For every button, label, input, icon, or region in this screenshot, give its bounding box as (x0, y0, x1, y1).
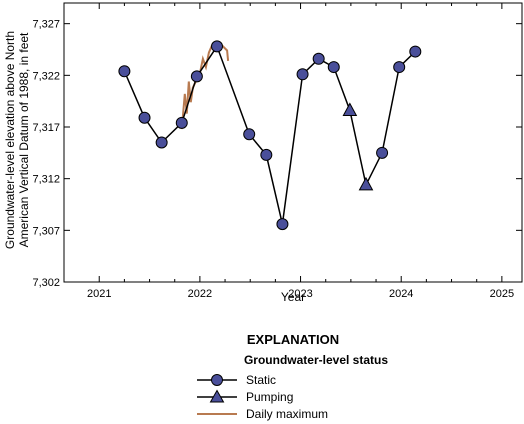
legend-title: EXPLANATION (247, 332, 339, 347)
legend-item-static: Static (197, 373, 276, 387)
static-marker (243, 128, 256, 141)
plot-frame (63, 2, 523, 283)
legend-label-daily-maximum: Daily maximum (246, 407, 328, 421)
groundwater-level-line (123, 44, 416, 225)
static-marker (175, 116, 188, 129)
static-marker (118, 65, 131, 78)
x-tick-label: 2022 (188, 288, 212, 300)
static-marker (327, 61, 340, 74)
static-marker (312, 52, 325, 65)
y-tick-label: 7,322 (32, 70, 60, 82)
x-tick-label: 2021 (87, 288, 111, 300)
static-marker (276, 218, 289, 231)
static-marker (296, 68, 309, 81)
legend-subtitle: Groundwater-level status (244, 353, 388, 367)
legend-static-marker (211, 374, 223, 386)
x-axis-title: Year (281, 290, 305, 304)
x-tick-label: 2023 (288, 288, 312, 300)
y-tick-label: 7,302 (32, 277, 60, 289)
legend: EXPLANATION Groundwater-level status Sta… (197, 332, 388, 421)
y-axis: 7,302 7,307 7,312 7,317 7,322 7,327 (32, 19, 522, 289)
legend-item-daily-maximum: Daily maximum (197, 407, 328, 421)
static-marker (376, 146, 389, 159)
static-series (118, 40, 422, 231)
static-marker (138, 111, 151, 124)
y-tick-label: 7,312 (32, 174, 60, 186)
static-marker (409, 45, 422, 58)
x-tick-label: 2025 (490, 288, 514, 300)
pumping-marker (342, 102, 358, 116)
legend-label-pumping: Pumping (246, 390, 293, 404)
legend-pumping-marker (209, 389, 225, 403)
legend-label-static: Static (246, 373, 276, 387)
static-marker (190, 70, 203, 83)
legend-item-pumping: Pumping (197, 389, 293, 404)
static-marker (155, 136, 168, 149)
static-marker (211, 40, 224, 53)
y-tick-label: 7,317 (32, 122, 60, 134)
x-tick-label: 2024 (389, 288, 413, 300)
y-tick-label: 7,307 (32, 225, 60, 237)
pumping-marker (358, 176, 374, 191)
y-tick-label: 7,327 (32, 19, 60, 31)
static-marker (260, 148, 273, 161)
y-axis-title-line-2: American Vertical Datum of 1988, in feet (17, 32, 31, 247)
y-axis-title-line-1: Groundwater-level elevation above North (3, 31, 17, 249)
x-axis: 2021 2022 2023 2024 2025 (87, 3, 514, 300)
static-marker (393, 61, 406, 74)
